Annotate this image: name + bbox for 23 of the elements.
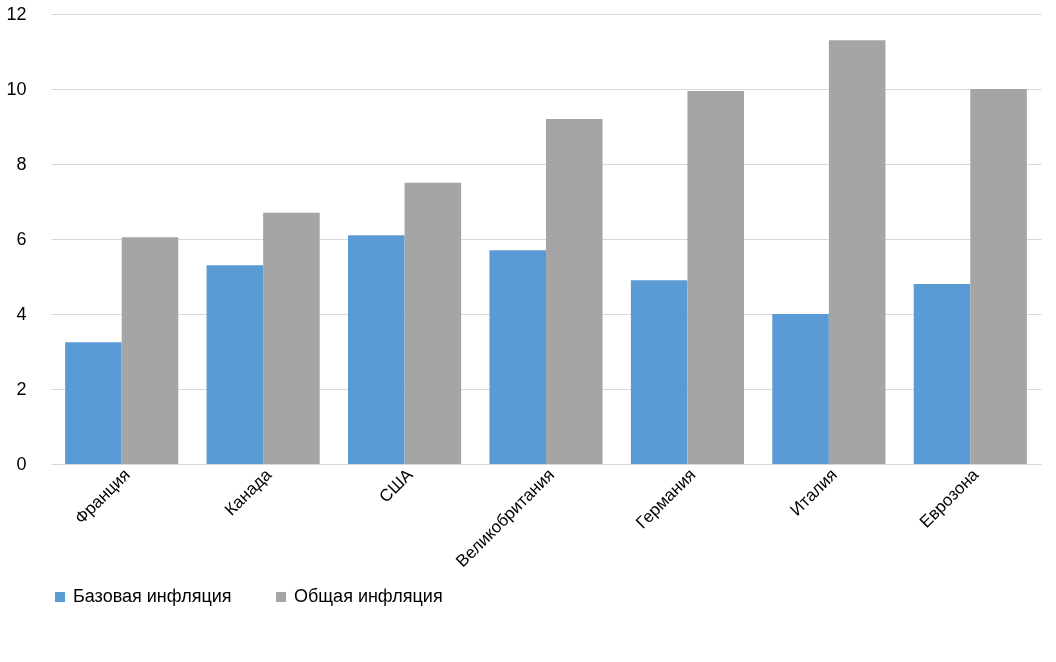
y-tick-label: 8 [16,153,27,174]
legend-label: Общая инфляция [294,586,443,606]
bar [630,280,688,464]
bar [913,284,971,464]
y-tick-label: 12 [6,3,27,24]
bar [489,250,546,464]
bar [65,342,122,464]
y-tick-label: 0 [16,453,27,474]
bar [348,235,405,464]
bar [970,89,1027,464]
bar [687,90,744,464]
y-tick-label: 10 [6,78,27,99]
bar [206,265,264,464]
y-tick-label: 2 [16,378,27,399]
y-tick-label: 6 [16,228,27,249]
bar [546,119,603,464]
y-tick-label: 4 [16,303,27,324]
bar [263,212,320,464]
bar [828,40,886,464]
bar [772,314,829,464]
bar [404,182,462,464]
legend-label: Базовая инфляция [73,586,232,606]
bar [121,237,179,464]
